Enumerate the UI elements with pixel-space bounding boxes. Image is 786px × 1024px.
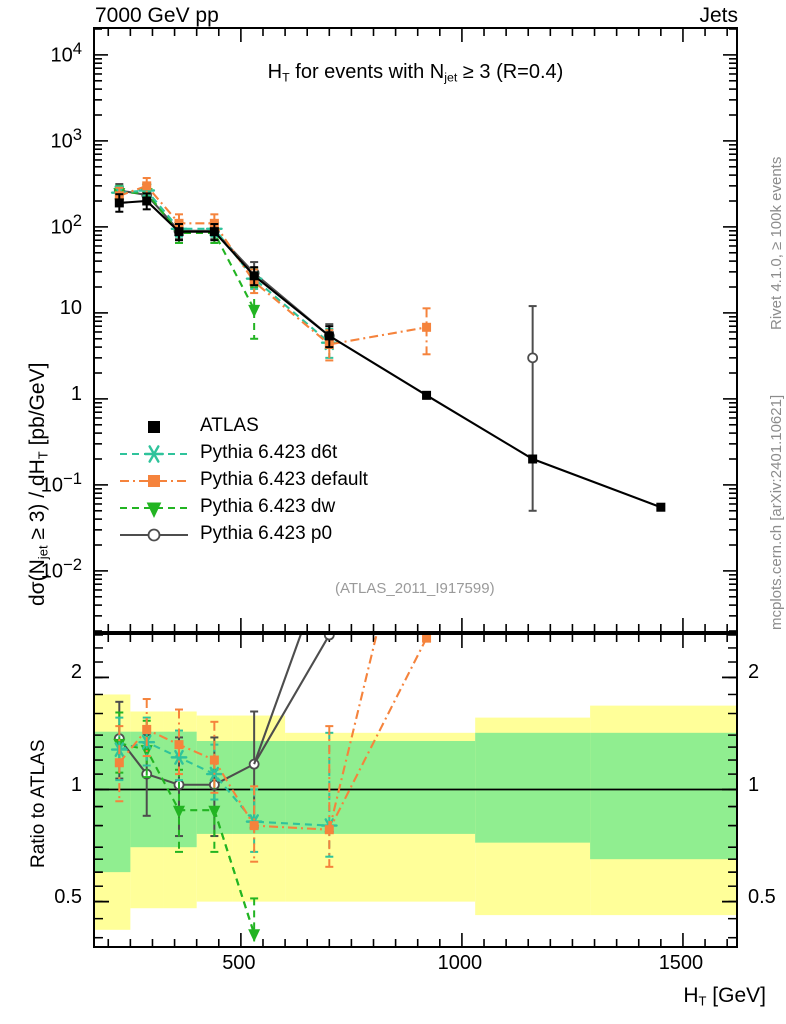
legend-key-filled-square-icon [118,467,190,494]
legend-label: Pythia 6.423 p0 [200,523,333,544]
y-tick-label-ratio-left: 0.5 [54,885,82,908]
main-plot-panel: HT for events with Njet ≥ 3 (R=0.4) [93,27,738,633]
y-tick-label-main: 102 [50,210,82,239]
y-tick-label-main: 10−1 [40,468,82,497]
legend-label: Pythia 6.423 dw [200,496,336,517]
y-tick-label-ratio-left: 2 [70,661,82,684]
y-axis-title-main: dσ(Njet ≥ 3) / dHT [pb/GeV] [26,362,51,606]
ratio-plot-canvas [95,635,736,946]
legend-key-filled-square-icon [118,413,190,440]
analysis-category-label: Jets [699,4,738,27]
y-tick-label-main: 10−2 [40,554,82,583]
y-tick-label-main: 1 [70,382,82,405]
y-axis-ticklabels-main: 104 103 102 10 1 10−1 10−2 [0,27,88,633]
y-tick-label-main: 104 [50,38,82,67]
legend-key-open-circle-icon [118,521,190,548]
y-tick-label-ratio-right: 0.5 [748,885,776,908]
x-axis-ticklabels: 500 1000 1500 [0,952,786,982]
main-plot-canvas [95,29,736,631]
legend-key-star-icon [118,440,190,467]
x-axis-title: HT [GeV] [683,984,766,1009]
legend-label: Pythia 6.423 default [200,469,368,490]
y-tick-label-main: 10 [59,296,82,319]
y-tick-label-ratio-right: 1 [748,773,760,796]
analysis-id-watermark: (ATLAS_2011_I917599) [335,580,495,597]
ratio-plot-panel [93,633,738,948]
y-axis-ticklabels-ratio-right: 2 1 0.5 [742,633,786,948]
x-tick-label: 500 [222,952,256,974]
y-tick-label-ratio-right: 2 [748,661,760,684]
legend-key-down-triangle-icon [118,494,190,521]
y-axis-ticklabels-ratio-left: 2 1 0.5 [0,633,88,948]
y-axis-title-ratio: Ratio to ATLAS [28,739,49,869]
x-tick-label: 1000 [437,952,483,974]
rivet-version-label: Rivet 4.1.0, ≥ 100k events [768,156,785,330]
beam-energy-label: 7000 GeV pp [95,4,219,27]
legend-label: Pythia 6.423 d6t [200,442,338,463]
mcplots-source-label: mcplots.cern.ch [arXiv:2401.10621] [768,394,785,630]
plot-title: HT for events with Njet ≥ 3 (R=0.4) [267,61,564,85]
x-tick-label: 1500 [658,952,704,974]
y-tick-label-ratio-left: 1 [70,773,82,796]
legend-label: ATLAS [200,415,259,436]
y-tick-label-main: 103 [50,124,82,153]
